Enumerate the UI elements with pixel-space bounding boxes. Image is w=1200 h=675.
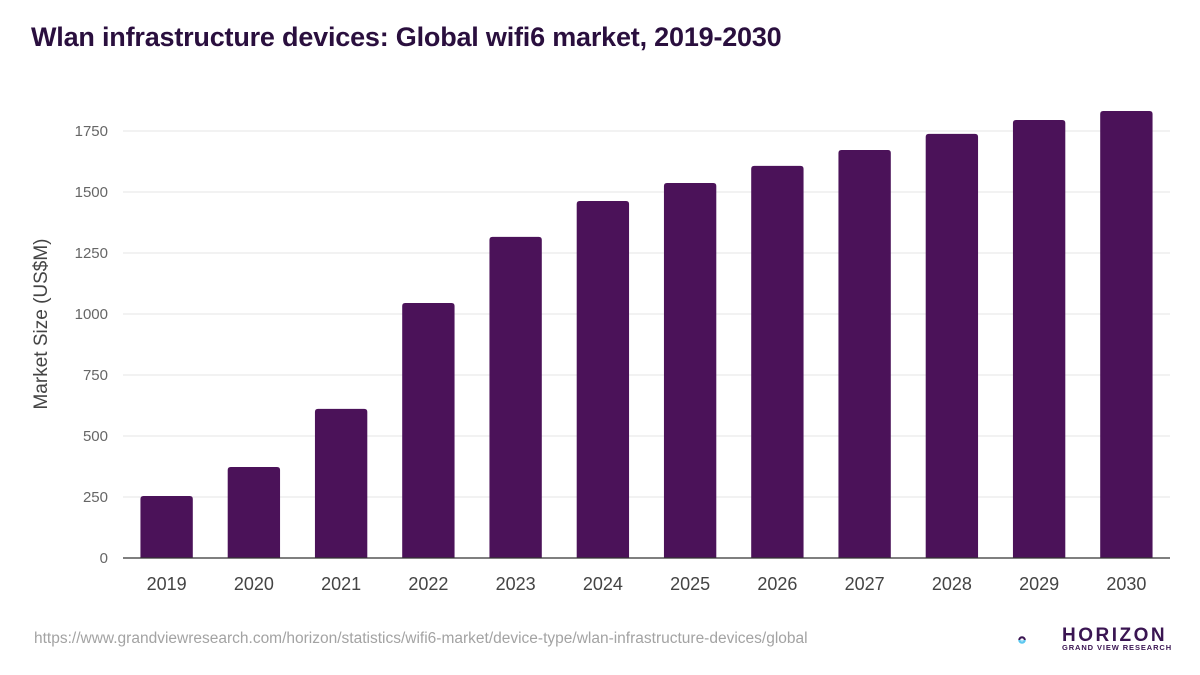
x-tick-label: 2021 xyxy=(321,574,361,594)
x-tick-label: 2026 xyxy=(757,574,797,594)
y-tick-label: 1750 xyxy=(75,123,108,140)
logo-subtitle: GRAND VIEW RESEARCH xyxy=(1062,643,1173,652)
x-tick-label: 2022 xyxy=(408,574,448,594)
bar-2027[interactable] xyxy=(838,150,891,559)
x-tick-label: 2019 xyxy=(147,574,187,594)
x-tick-label: 2020 xyxy=(234,574,274,594)
bars xyxy=(140,110,1153,559)
y-axis-ticks: 0 250 500 750 1000 1250 1500 1750 xyxy=(75,123,108,567)
bar-2020[interactable] xyxy=(227,466,281,558)
x-tick-label: 2027 xyxy=(845,574,885,594)
x-tick-label: 2023 xyxy=(496,574,536,594)
chart-title: Wlan infrastructure devices: Global wifi… xyxy=(31,22,782,52)
y-tick-label: 500 xyxy=(83,428,108,445)
y-tick-label: 250 xyxy=(83,489,108,506)
bar-2030[interactable] xyxy=(1100,110,1153,558)
y-tick-label: 1250 xyxy=(75,245,108,262)
bar-2029[interactable] xyxy=(1012,120,1066,559)
gridlines xyxy=(123,130,1170,498)
bar-2022[interactable] xyxy=(402,303,455,558)
logo-name: HORIZON xyxy=(1062,625,1168,646)
horizon-logo-icon xyxy=(1018,636,1026,644)
x-tick-label: 2028 xyxy=(932,574,972,594)
x-axis-ticks: 2019 2020 2021 2022 2023 2024 2025 2026 2027 2028… xyxy=(147,574,1147,594)
y-tick-label: 1500 xyxy=(75,184,108,201)
bar-2019[interactable] xyxy=(140,496,193,558)
horizon-logo xyxy=(1018,636,1026,644)
x-tick-label: 2024 xyxy=(583,574,623,594)
y-tick-label: 1000 xyxy=(75,306,108,323)
bar-2023[interactable] xyxy=(489,236,542,558)
bar-2024[interactable] xyxy=(576,201,630,558)
bar-2025[interactable] xyxy=(663,182,717,559)
y-tick-label: 0 xyxy=(100,550,108,567)
x-tick-label: 2025 xyxy=(670,574,710,594)
x-tick-label: 2030 xyxy=(1106,574,1146,594)
source-url[interactable]: https://www.grandviewresearch.com/horizo… xyxy=(34,630,808,647)
y-tick-label: 750 xyxy=(83,367,108,384)
y-axis-label: Market Size (US$M) xyxy=(31,238,52,409)
bar-2021[interactable] xyxy=(314,408,368,558)
bar-2028[interactable] xyxy=(925,133,979,559)
x-tick-label: 2029 xyxy=(1019,574,1059,594)
bar-2026[interactable] xyxy=(751,165,804,558)
